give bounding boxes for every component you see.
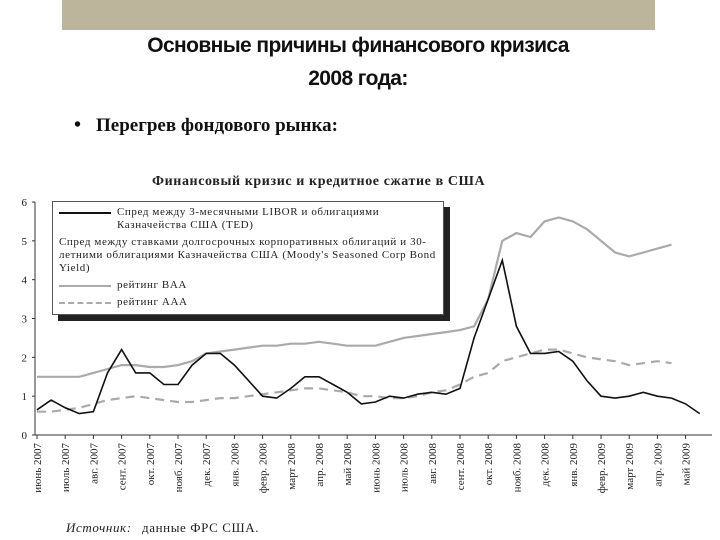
legend-swatch: [59, 212, 111, 214]
legend: Спред между 3-месячными LIBOR и облигаци…: [52, 201, 444, 315]
x-tick-label: март 2008: [286, 443, 298, 490]
header-bar: [62, 0, 655, 30]
x-tick-label: май 2009: [681, 443, 693, 486]
x-tick-label: февр. 2009: [596, 443, 608, 494]
x-tick-label: май 2008: [342, 443, 354, 486]
y-tick-label: 6: [22, 197, 28, 209]
x-tick-label: февр. 2008: [258, 443, 270, 494]
series-line: [37, 216, 672, 378]
source-text: данные ФРС США.: [142, 520, 259, 535]
series-line: [37, 348, 672, 413]
x-tick-label: дек. 2008: [540, 443, 552, 487]
y-tick-label: 0: [22, 430, 28, 442]
x-tick-label: дек. 2007: [201, 443, 213, 487]
x-tick-label: июль 2007: [60, 443, 72, 493]
x-tick-label: июнь 2007: [32, 443, 44, 493]
x-tick-label: нояб. 2007: [173, 443, 185, 493]
y-tick-label: 1: [22, 391, 28, 403]
bullet-text: Перегрев фондового рынка:: [96, 115, 338, 136]
slide-title: Основные причины финансового кризиса: [147, 34, 570, 57]
x-tick-label: апр. 2009: [652, 443, 664, 487]
y-tick-label: 2: [22, 352, 28, 364]
chart-title: Финансовый кризис и кредитное сжатие в С…: [152, 174, 486, 189]
y-tick-label: 4: [22, 275, 28, 287]
x-tick-label: окт. 2007: [145, 443, 157, 486]
legend-item: рейтинг AAA: [59, 296, 437, 309]
legend-swatch: [59, 302, 111, 304]
x-tick-label: янв. 2009: [568, 443, 580, 487]
x-tick-label: авг. 2008: [427, 443, 439, 484]
x-tick-label: янв. 2008: [229, 443, 241, 487]
legend-label: рейтинг BAA: [117, 279, 187, 291]
y-tick-label: 5: [22, 236, 28, 248]
x-tick-label: сент. 2008: [455, 443, 467, 491]
x-tick-label: сент. 2007: [117, 443, 129, 491]
x-tick-label: апр. 2008: [314, 443, 326, 487]
legend-item: рейтинг BAA: [59, 279, 437, 292]
x-tick-label: авг. 2007: [88, 443, 100, 484]
series-line: [36, 257, 701, 415]
x-tick-label: март 2009: [624, 443, 636, 490]
x-tick-label: окт. 2008: [483, 443, 495, 486]
legend-group-label: Спред между ставками долгосрочных корпор…: [59, 236, 436, 274]
y-tick-label: 3: [22, 314, 28, 326]
slide-title: 2008 года:: [308, 67, 408, 90]
legend-item: Спред между 3-месячными LIBOR и облигаци…: [59, 206, 437, 232]
bullet-dot: •: [74, 114, 81, 136]
x-tick-label: июнь 2008: [370, 443, 382, 493]
legend-label: Спред между 3-месячными LIBOR и облигаци…: [117, 206, 380, 231]
x-tick-label: нояб. 2008: [511, 443, 523, 493]
legend-swatch: [59, 285, 111, 287]
legend-label: рейтинг AAA: [117, 296, 188, 308]
x-tick-label: июль 2008: [399, 443, 411, 493]
source-label: Источник:: [65, 520, 132, 535]
